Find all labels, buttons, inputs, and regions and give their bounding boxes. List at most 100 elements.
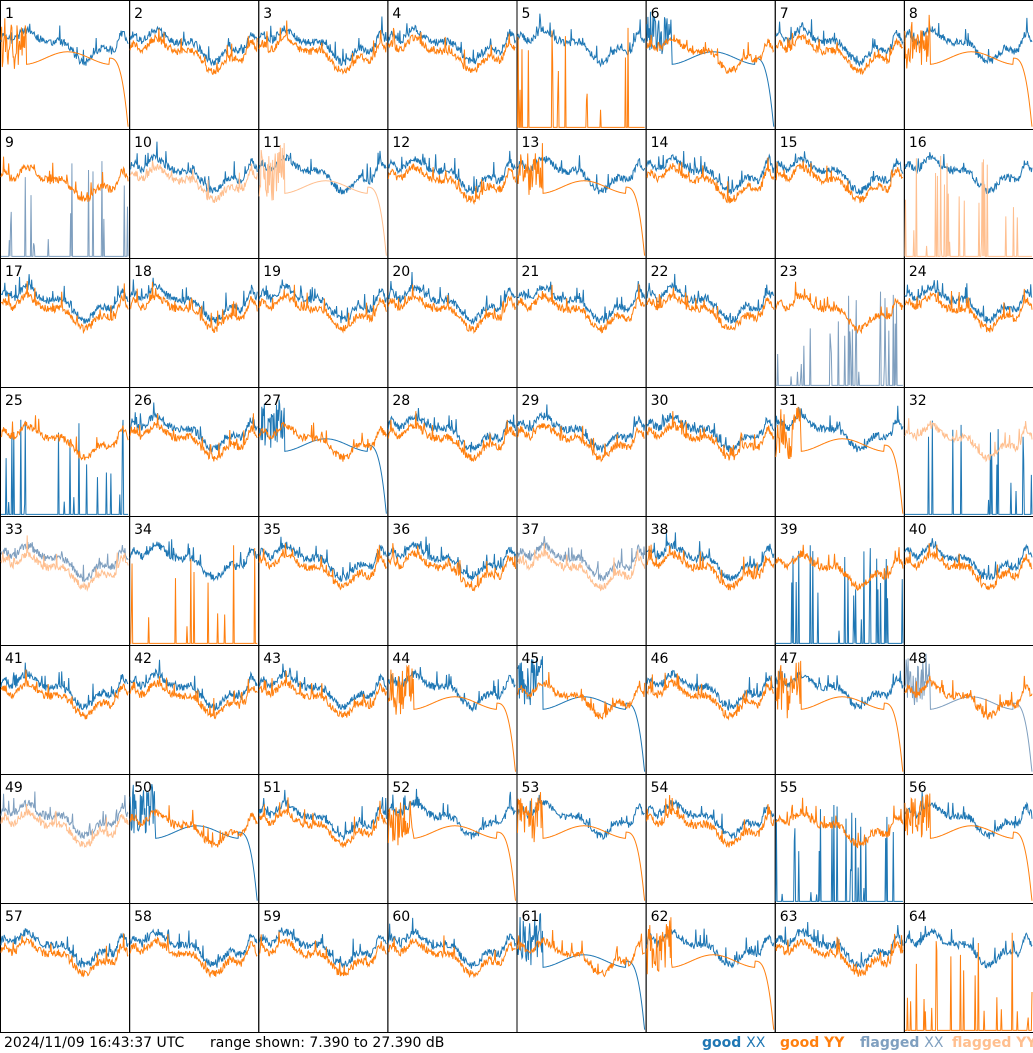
panel-label: 34 [134,522,152,538]
panel-label: 6 [651,6,660,22]
panel-50: 50 [129,774,260,904]
series-xx [129,402,258,453]
panel-label: 26 [134,393,152,409]
panel-label: 27 [263,393,281,409]
series-yy [129,805,258,848]
panel-22: 22 [645,258,776,388]
series-xx [904,925,1033,970]
series-xx [258,663,387,711]
series-yy [387,664,516,772]
series-xx [517,13,646,68]
panel-frame [258,0,389,130]
panel-label: 16 [909,135,927,151]
panel-label: 41 [5,651,23,667]
series-yy [904,675,1033,720]
panel-label: 45 [522,651,540,667]
panel-55: 55 [774,774,905,904]
series-yy [904,793,1033,901]
panel-label: 22 [651,264,669,280]
panel-38: 38 [645,516,776,646]
series-yy [775,32,904,76]
panel-37: 37 [516,516,647,646]
series-xx [0,662,129,711]
series-xx [387,408,516,453]
panel-23: 23 [774,258,905,388]
panel-12: 12 [387,129,518,259]
panel-label: 59 [263,909,281,925]
panel-28: 28 [387,387,518,517]
panel-label: 33 [5,522,23,538]
panel-frame [903,903,1033,1033]
panel-35: 35 [258,516,389,646]
series-yy [775,281,904,335]
series-xx [129,784,258,901]
series-xx [904,538,1033,581]
series-xx [646,11,775,127]
series-xx [646,669,774,711]
panel-26: 26 [129,387,260,517]
panel-51: 51 [258,774,389,904]
series-xx [0,542,129,582]
series-xx [646,412,775,454]
panel-label: 8 [909,6,918,22]
panel-label: 46 [651,651,669,667]
panel-label: 37 [522,522,540,538]
series-yy [775,933,904,977]
series-xx [775,669,904,710]
panel-label: 23 [780,264,798,280]
panel-label: 5 [522,6,531,22]
panel-6: 6 [645,0,776,130]
panel-40: 40 [903,516,1033,646]
series-yy [387,543,516,592]
panel-63: 63 [774,903,905,1033]
panel-44: 44 [387,645,518,775]
series-yy [129,28,258,75]
series-yy [517,423,645,463]
panel-8: 8 [903,0,1033,130]
panel-52: 52 [387,774,518,904]
panel-label: 7 [780,6,789,22]
panel-label: 61 [522,909,540,925]
panel-label: 54 [651,780,669,796]
series-yy [775,544,904,591]
panel-13: 13 [516,129,647,259]
panel-2: 2 [129,0,260,130]
series-yy [0,669,129,720]
panel-label: 28 [392,393,410,409]
panel-49: 49 [0,774,131,904]
series-yy [258,543,387,591]
panel-label: 64 [909,909,927,925]
panel-label: 21 [522,264,540,280]
panel-39: 39 [774,516,905,646]
panel-label: 58 [134,909,152,925]
series-yy [129,281,258,333]
panel-42: 42 [129,645,260,775]
panel-60: 60 [387,903,518,1033]
panel-9: 9 [0,129,131,259]
series-yy [129,413,258,462]
series-yy [387,284,516,334]
series-yy [646,287,775,332]
series-xx [129,539,258,582]
series-yy [517,792,646,901]
series-yy [904,14,1033,127]
panel-label: 57 [5,909,23,925]
series-xx [258,279,387,324]
panel-3: 3 [258,0,389,130]
panel-frame [0,129,131,259]
panel-16: 16 [903,129,1033,259]
panel-54: 54 [645,774,776,904]
panel-frame [516,0,647,130]
panel-label: 39 [780,522,798,538]
series-xx [129,25,258,67]
panel-label: 10 [134,135,152,151]
panel-frame [129,0,260,130]
panel-label: 2 [134,6,143,22]
panel-label: 25 [5,393,23,409]
panel-24: 24 [903,258,1033,388]
series-xx [775,291,903,386]
series-xx [1,419,129,515]
series-xx [1,161,129,257]
panel-14: 14 [645,129,776,259]
